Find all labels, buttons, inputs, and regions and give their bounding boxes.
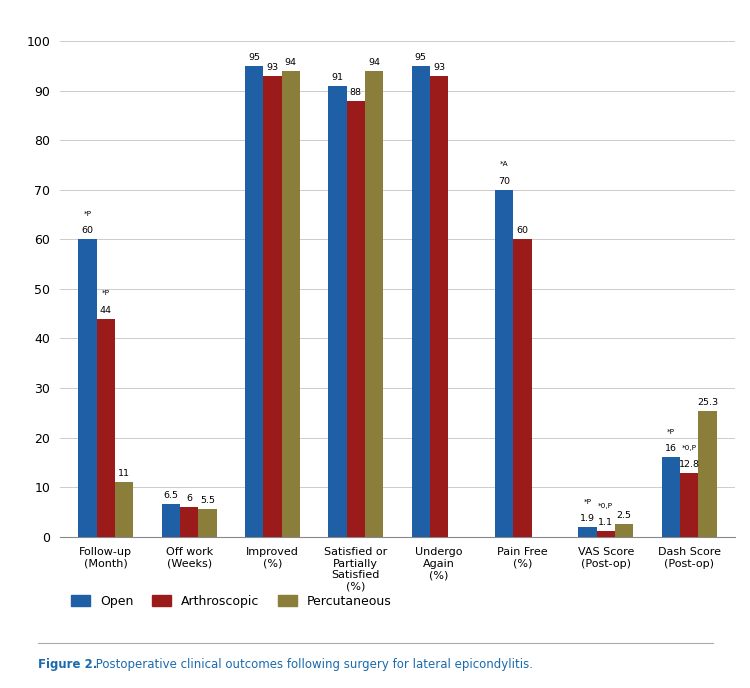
Text: 94: 94 (368, 58, 380, 67)
Text: 70: 70 (498, 177, 510, 186)
Bar (180, 507, 198, 537)
Bar (698, 411, 717, 537)
Text: 16: 16 (664, 444, 676, 453)
Text: 6: 6 (186, 494, 192, 503)
Text: Postoperative clinical outcomes following surgery for lateral epicondylitis.: Postoperative clinical outcomes followin… (92, 658, 532, 671)
Text: 60: 60 (82, 226, 94, 235)
Text: Figure 2.: Figure 2. (38, 658, 97, 671)
Text: 11: 11 (118, 469, 130, 478)
Text: 6.5: 6.5 (164, 491, 178, 500)
Text: 5.5: 5.5 (200, 497, 215, 506)
Text: 93: 93 (266, 63, 278, 72)
Text: *0,P: *0,P (598, 503, 613, 508)
Text: *A: *A (500, 162, 508, 167)
Bar (412, 66, 430, 537)
Text: 60: 60 (517, 226, 529, 235)
Text: 93: 93 (433, 63, 445, 72)
Bar (346, 100, 365, 537)
Bar (597, 531, 615, 537)
Text: 12.8: 12.8 (679, 460, 700, 469)
Bar (430, 76, 448, 537)
Text: 95: 95 (415, 53, 427, 62)
Bar (662, 458, 680, 537)
Text: 95: 95 (248, 53, 260, 62)
Bar (245, 66, 263, 537)
Text: *P: *P (83, 211, 92, 217)
Text: 44: 44 (100, 305, 112, 314)
Bar (365, 71, 383, 537)
Bar (78, 239, 97, 537)
Text: *P: *P (102, 290, 110, 297)
Bar (578, 527, 597, 537)
Bar (615, 524, 633, 537)
Bar (115, 482, 134, 537)
Bar (282, 71, 300, 537)
Bar (513, 239, 532, 537)
Text: 91: 91 (332, 73, 344, 82)
Legend: Open, Arthroscopic, Percutaneous: Open, Arthroscopic, Percutaneous (66, 590, 397, 613)
Text: *P: *P (667, 429, 675, 435)
Bar (680, 473, 698, 537)
Text: 1.9: 1.9 (580, 514, 595, 524)
Text: 25.3: 25.3 (697, 398, 718, 407)
Bar (263, 76, 282, 537)
Bar (162, 504, 180, 537)
Bar (97, 319, 115, 537)
Bar (198, 509, 217, 537)
Bar (495, 190, 513, 537)
Bar (328, 86, 346, 537)
Text: *P: *P (584, 499, 592, 505)
Text: 1.1: 1.1 (598, 518, 613, 527)
Text: 2.5: 2.5 (616, 511, 632, 520)
Text: 94: 94 (285, 58, 297, 67)
Text: 88: 88 (350, 88, 361, 97)
Text: *0,P: *0,P (682, 444, 697, 451)
